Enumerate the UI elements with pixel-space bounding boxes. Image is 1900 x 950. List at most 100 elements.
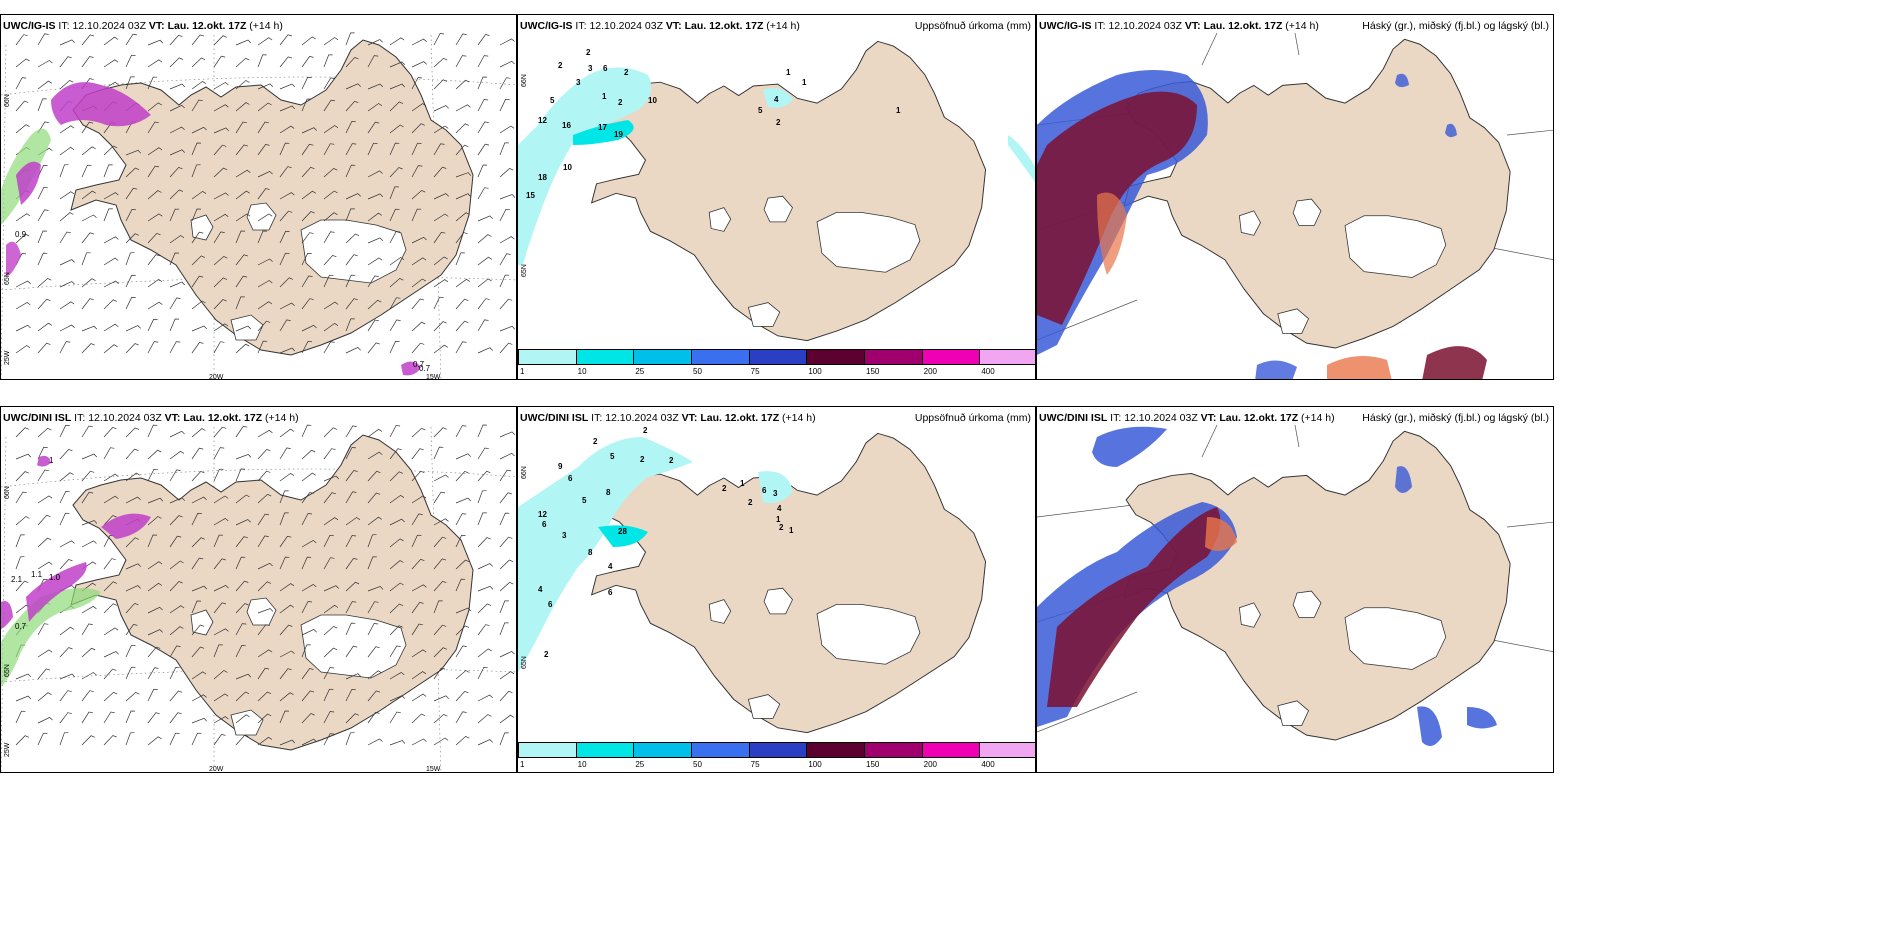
wind-barb — [59, 56, 72, 68]
wind-barb — [367, 738, 383, 746]
wind-barb — [103, 627, 119, 636]
wind-barb — [455, 578, 466, 592]
wind-barb — [367, 516, 382, 526]
wind-barb — [279, 192, 295, 200]
colorbar-swatch — [806, 349, 865, 365]
wind-barb — [125, 167, 140, 178]
wind-barb — [213, 734, 226, 746]
wind-barb — [81, 214, 97, 222]
wind-value-label: 0.7 — [419, 364, 431, 373]
wind-barb — [499, 274, 510, 288]
colorbar-swatch — [575, 349, 635, 365]
lat-label: 66N — [4, 94, 11, 107]
wind-barb — [191, 126, 207, 134]
wind-barb — [169, 126, 185, 134]
wind-barb — [15, 427, 29, 438]
wind-barb — [367, 623, 379, 636]
wind-barb — [37, 537, 52, 548]
wind-barb — [235, 102, 250, 112]
lat-label: 66N — [521, 466, 528, 479]
wind-barb — [367, 342, 381, 354]
wind-barb — [15, 345, 31, 354]
wind-barb — [169, 515, 183, 526]
wind-barb — [279, 692, 294, 702]
wind-barb — [389, 167, 403, 178]
wind-barb — [499, 342, 513, 354]
cloud-shading — [1037, 70, 1487, 379]
wind-barb — [103, 668, 117, 680]
iceland-landmass — [590, 432, 987, 734]
wind-barb — [301, 143, 314, 156]
wind-barb — [433, 231, 446, 244]
colorbar-swatch — [864, 742, 923, 758]
wind-barb — [411, 495, 427, 504]
wind-barb — [455, 425, 467, 438]
wind-barb — [345, 601, 357, 614]
wind-barb — [59, 212, 74, 222]
wind-barb — [389, 695, 405, 702]
wind-map: 1 1.0 0.7 1.1 2.1 66N 65N 25W 20W 15W — [1, 424, 516, 772]
wind-barb — [323, 143, 335, 156]
wind-barb — [345, 143, 357, 156]
wind-barb — [411, 602, 424, 614]
wind-barb — [59, 512, 70, 526]
colorbar-swatch — [979, 742, 1035, 758]
wind-barb — [455, 252, 465, 266]
wind-barb — [279, 535, 292, 548]
wind-barb — [213, 277, 228, 288]
wind-barb — [37, 342, 51, 354]
wind-barb — [499, 125, 515, 134]
wind-barb — [169, 712, 182, 724]
wind-barb — [59, 690, 72, 702]
wind-barb — [411, 77, 423, 90]
wind-barb — [411, 165, 423, 178]
wind-barb — [81, 298, 94, 310]
wind-barb — [433, 166, 447, 178]
wind-barb — [323, 37, 339, 46]
wind-barb — [257, 258, 273, 266]
wind-barb — [15, 735, 29, 746]
wind-barb — [125, 644, 136, 658]
wind-barb — [125, 496, 141, 504]
wind-barb — [433, 79, 448, 90]
wind-barb — [81, 164, 92, 178]
colorbar-swatch — [748, 349, 808, 365]
wind-barb — [169, 166, 183, 178]
precip-value-label: 6 — [603, 64, 608, 73]
wind-barb — [323, 167, 338, 178]
wind-barb — [103, 257, 119, 266]
wind-barb — [411, 236, 427, 244]
wind-barb — [81, 278, 96, 288]
precip-value-label: 8 — [606, 488, 611, 497]
wind-barb — [213, 341, 225, 354]
wind-barb — [59, 191, 75, 200]
wind-barb — [257, 448, 271, 460]
wind-barb — [147, 232, 161, 244]
map-panel-dini-clouds: UWC/DINI ISL IT: 12.10.2024 03Z VT: Lau.… — [1036, 406, 1554, 773]
wind-barb — [345, 732, 355, 746]
wind-barb — [191, 512, 202, 526]
precip-value-label: 6 — [608, 588, 613, 597]
wind-barb — [81, 647, 96, 658]
wind-barb — [169, 605, 185, 614]
wind-barb — [323, 557, 335, 570]
colorbar-swatch — [575, 742, 635, 758]
wind-barb — [213, 447, 225, 460]
wind-barb — [147, 147, 163, 156]
colorbar-swatch — [633, 742, 692, 758]
wind-barb — [389, 186, 399, 200]
wind-barb — [213, 231, 225, 244]
wind-barb — [169, 690, 183, 702]
wind-barbs — [15, 424, 516, 746]
wind-barb — [59, 39, 75, 46]
wind-barb — [389, 37, 405, 46]
wind-barb — [345, 425, 357, 438]
wind-barb — [389, 471, 404, 482]
wind-barb — [411, 427, 426, 438]
wind-barb — [169, 57, 184, 68]
wind-barb — [235, 325, 251, 332]
wind-barb — [279, 210, 293, 222]
wind-barb — [389, 425, 401, 438]
colorbar-tick-label: 1 — [520, 367, 525, 376]
wind-barbs — [15, 32, 516, 354]
